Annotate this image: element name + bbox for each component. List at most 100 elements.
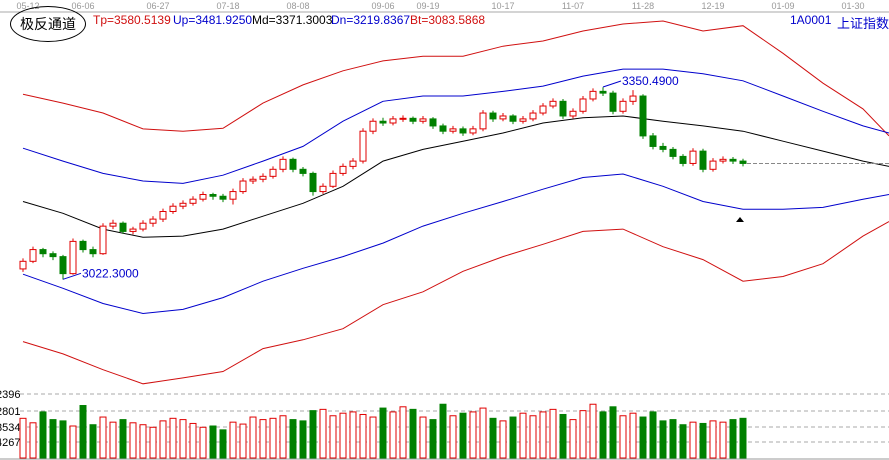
volume-bar xyxy=(159,420,167,459)
candle-body xyxy=(569,110,577,117)
candle-body xyxy=(739,160,747,164)
volume-bar xyxy=(289,419,297,459)
candle-body xyxy=(259,175,267,180)
candle-body xyxy=(669,148,677,157)
volume-bar xyxy=(79,405,87,459)
candle-body xyxy=(359,130,367,162)
x-tick-label: 09-19 xyxy=(416,1,439,11)
volume-bar xyxy=(89,424,97,459)
candle-body xyxy=(189,198,197,204)
volume-bar xyxy=(69,425,77,459)
candle-body xyxy=(649,135,657,147)
volume-bar xyxy=(739,417,747,459)
candle-body xyxy=(349,160,357,167)
volume-bar xyxy=(669,419,677,459)
volume-bar xyxy=(19,417,27,459)
volume-bar xyxy=(649,411,657,459)
candle-body xyxy=(419,118,427,122)
candle-body xyxy=(89,249,97,255)
candle-body xyxy=(219,195,227,200)
candle-body xyxy=(489,112,497,120)
dn-value: Dn=3219.8367 xyxy=(331,13,411,27)
volume-bar xyxy=(349,411,357,459)
candle-body xyxy=(589,90,597,100)
volume-bar xyxy=(379,407,387,459)
candle-body xyxy=(449,128,457,132)
candle-body xyxy=(309,172,317,193)
volume-bar xyxy=(589,403,597,459)
indicator-name: 极反通道 xyxy=(10,6,86,42)
volume-bar xyxy=(99,416,107,459)
volume-bar xyxy=(209,425,217,459)
volume-bar xyxy=(29,422,37,459)
volume-tick-label: 3534 xyxy=(0,422,20,434)
volume-bar xyxy=(139,424,147,459)
candle-body xyxy=(499,115,507,120)
volume-bar xyxy=(59,420,67,459)
volume-bar xyxy=(629,412,637,459)
volume-bar xyxy=(309,410,317,459)
candle-body xyxy=(519,118,527,122)
volume-bar xyxy=(229,421,237,459)
candle-body xyxy=(279,158,287,170)
volume-bar xyxy=(499,420,507,459)
candle-body xyxy=(539,105,547,114)
candle-body xyxy=(439,125,447,132)
candle-body xyxy=(399,117,407,120)
candle-body xyxy=(299,168,307,174)
annotation-leader xyxy=(602,80,622,88)
volume-bar xyxy=(439,403,447,459)
x-tick-label: 10-17 xyxy=(491,1,514,11)
volume-bar xyxy=(519,412,527,459)
candle-body xyxy=(289,158,297,170)
volume-bar xyxy=(709,420,717,459)
volume-bar xyxy=(409,408,417,459)
band-tp-line xyxy=(22,20,889,137)
candle-body xyxy=(59,256,67,275)
candle-body xyxy=(249,178,257,182)
volume-bar xyxy=(329,415,337,459)
volume-bar xyxy=(219,429,227,459)
candle-body xyxy=(549,100,557,107)
candle-body xyxy=(579,98,587,112)
candle-body xyxy=(209,194,217,197)
x-tick-label: 09-06 xyxy=(371,1,394,11)
volume-bar xyxy=(49,419,57,459)
volume-bar xyxy=(119,419,127,459)
volume-bar xyxy=(679,424,687,459)
x-tick-label: 08-08 xyxy=(286,1,309,11)
candle-body xyxy=(529,112,537,120)
candle-body xyxy=(99,225,107,255)
volume-bar xyxy=(189,422,197,459)
volume-bar xyxy=(39,411,47,459)
volume-bar xyxy=(449,415,457,459)
candle-body xyxy=(169,205,177,212)
volume-bar xyxy=(249,416,257,459)
volume-bar xyxy=(429,419,437,459)
candle-body xyxy=(709,160,717,170)
volume-bar xyxy=(509,416,517,459)
volume-bar xyxy=(489,417,497,459)
candle-body xyxy=(239,180,247,193)
bt-value: Bt=3083.5868 xyxy=(410,13,486,27)
volume-bar xyxy=(419,416,427,459)
candle-body xyxy=(719,158,727,162)
volume-bar xyxy=(569,419,577,459)
candle-body xyxy=(159,210,167,220)
md-value: Md=3371.3003 xyxy=(252,13,333,27)
x-tick-label: 05-12 xyxy=(16,1,39,11)
volume-bar xyxy=(179,419,187,459)
volume-bar xyxy=(339,412,347,459)
candle-body xyxy=(469,128,477,134)
volume-bar xyxy=(359,413,367,459)
volume-bar xyxy=(169,417,177,459)
candle-body xyxy=(689,150,697,164)
x-tick-label: 11-28 xyxy=(632,1,654,11)
volume-bar xyxy=(389,411,397,459)
candle-body xyxy=(229,191,237,200)
band-dn-line xyxy=(22,173,889,315)
volume-bar xyxy=(689,421,697,459)
candle-body xyxy=(39,249,47,255)
volume-bar xyxy=(729,419,737,459)
